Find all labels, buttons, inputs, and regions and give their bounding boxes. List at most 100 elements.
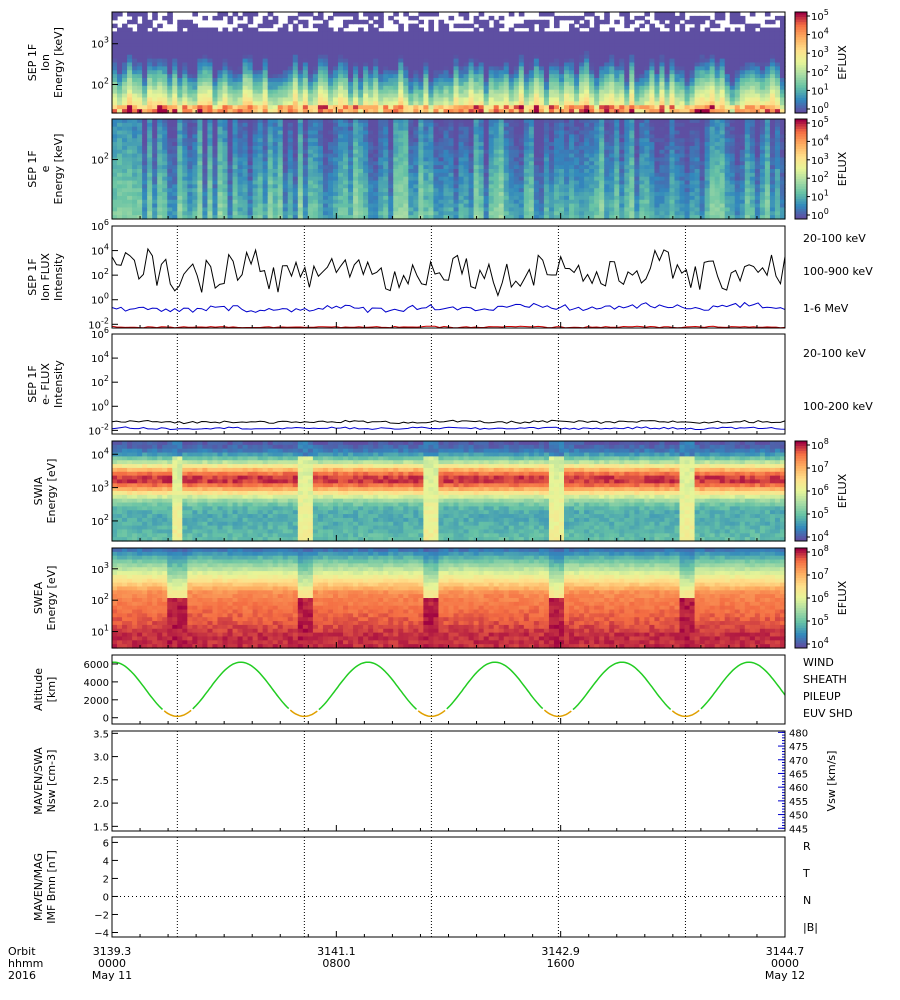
spectrogram-cell [423, 39, 430, 44]
colorbar-swatch [795, 44, 807, 48]
spectrogram-cell [267, 184, 274, 189]
spectrogram-cell [197, 54, 203, 60]
spectrogram-cell [378, 157, 384, 162]
spectrogram-cell [142, 15, 148, 21]
spectrogram-cell [423, 66, 430, 71]
spectrogram-cell [548, 62, 555, 67]
spectrogram-cell [112, 109, 118, 114]
spectrogram-cell [513, 74, 520, 79]
spectrogram-cell [714, 93, 721, 99]
spectrogram-cell [172, 176, 178, 182]
spectrogram-cell [368, 211, 374, 216]
spectrogram-cell [403, 50, 409, 56]
spectrogram-cell [719, 74, 726, 79]
spectrogram-cell [398, 81, 404, 87]
spectrogram-cell [388, 138, 394, 143]
spectrogram-cell [132, 172, 138, 178]
spectrogram-cell [548, 74, 555, 79]
spectrogram-cell [594, 54, 600, 60]
spectrogram-cell [212, 138, 219, 143]
spectrogram-cell [699, 19, 706, 25]
spectrogram-cell [393, 153, 399, 159]
spectrogram-cell [297, 134, 304, 139]
spectrogram-cell [257, 188, 264, 193]
spectrogram-cell [413, 43, 419, 48]
spectrogram-cell [528, 27, 535, 33]
spectrogram-cell [257, 211, 264, 216]
spectrogram-cell [654, 105, 661, 110]
spectrogram-cell [553, 70, 560, 75]
spectrogram-cell [438, 39, 445, 44]
spectrogram-cell [172, 180, 178, 185]
spectrogram-cell [428, 180, 435, 185]
spectrogram-cell [282, 145, 289, 151]
spectrogram-cell [744, 109, 751, 114]
spectrogram-cell [317, 39, 324, 44]
spectrogram-cell [157, 126, 163, 132]
spectrogram-cell [403, 180, 409, 185]
spectrogram-cell [699, 89, 706, 95]
spectrogram-cell [699, 97, 706, 102]
spectrogram-cell [272, 207, 279, 212]
spectrogram-cell [388, 58, 394, 64]
spectrogram-cell [378, 93, 384, 99]
spectrogram-cell [353, 184, 359, 189]
spectrogram-cell [779, 109, 786, 114]
spectrogram-cell [162, 105, 168, 110]
spectrogram-cell [719, 62, 726, 67]
spectrogram-cell [137, 211, 143, 216]
spectrogram-cell [564, 54, 570, 60]
spectrogram-cell [458, 211, 465, 216]
spectrogram-cell [604, 35, 610, 40]
spectrogram-cell [252, 54, 259, 60]
spectrogram-cell [398, 93, 404, 99]
spectrogram-cell [327, 85, 334, 91]
spectrogram-cell [418, 97, 424, 102]
spectrogram-cell [142, 81, 148, 87]
spectrogram-cell [764, 81, 771, 87]
spectrogram-cell [287, 195, 294, 201]
spectrogram-cell [197, 74, 203, 79]
spectrogram-cell [513, 105, 520, 110]
spectrogram-cell [774, 35, 781, 40]
spectrogram-cell [312, 31, 319, 36]
spectrogram-cell [242, 203, 249, 209]
spectrogram-cell [358, 138, 364, 143]
spectrogram-cell [187, 176, 193, 182]
spectrogram-cell [312, 101, 319, 106]
spectrogram-cell [237, 78, 244, 83]
spectrogram-cell [302, 81, 309, 87]
spectrogram-cell [227, 109, 234, 114]
spectrogram-cell [528, 78, 535, 83]
spectrogram-cell [408, 15, 414, 21]
spectrogram-cell [212, 145, 219, 151]
spectrogram-cell [152, 157, 158, 162]
spectrogram-cell [112, 62, 118, 67]
spectrogram-cell [227, 119, 234, 124]
spectrogram-cell [543, 89, 550, 95]
spectrogram-cell [222, 43, 229, 48]
spectrogram-cell [232, 70, 239, 75]
spectrogram-cell [388, 31, 394, 36]
spectrogram-cell [383, 62, 389, 67]
spectrogram-cell [458, 43, 465, 48]
spectrogram-cell [187, 74, 193, 79]
spectrogram-cell [242, 161, 249, 166]
spectrogram-cell [378, 192, 384, 197]
spectrogram-cell [483, 35, 490, 40]
spectrogram-cell [639, 35, 645, 40]
spectrogram-cell [569, 89, 575, 95]
spectrogram-cell [247, 138, 254, 143]
spectrogram-cell [292, 207, 299, 212]
spectrogram-cell [679, 31, 686, 36]
spectrogram-cell [664, 93, 671, 99]
spectrogram-cell [508, 62, 515, 67]
spectrogram-cell [267, 169, 274, 174]
spectrogram-cell [127, 172, 133, 178]
spectrogram-cell [373, 93, 379, 99]
spectrogram-cell [403, 66, 409, 71]
spectrogram-cell [739, 66, 746, 71]
spectrogram-cell [272, 54, 279, 60]
spectrogram-cell [338, 203, 344, 209]
spectrogram-cell [257, 149, 264, 155]
